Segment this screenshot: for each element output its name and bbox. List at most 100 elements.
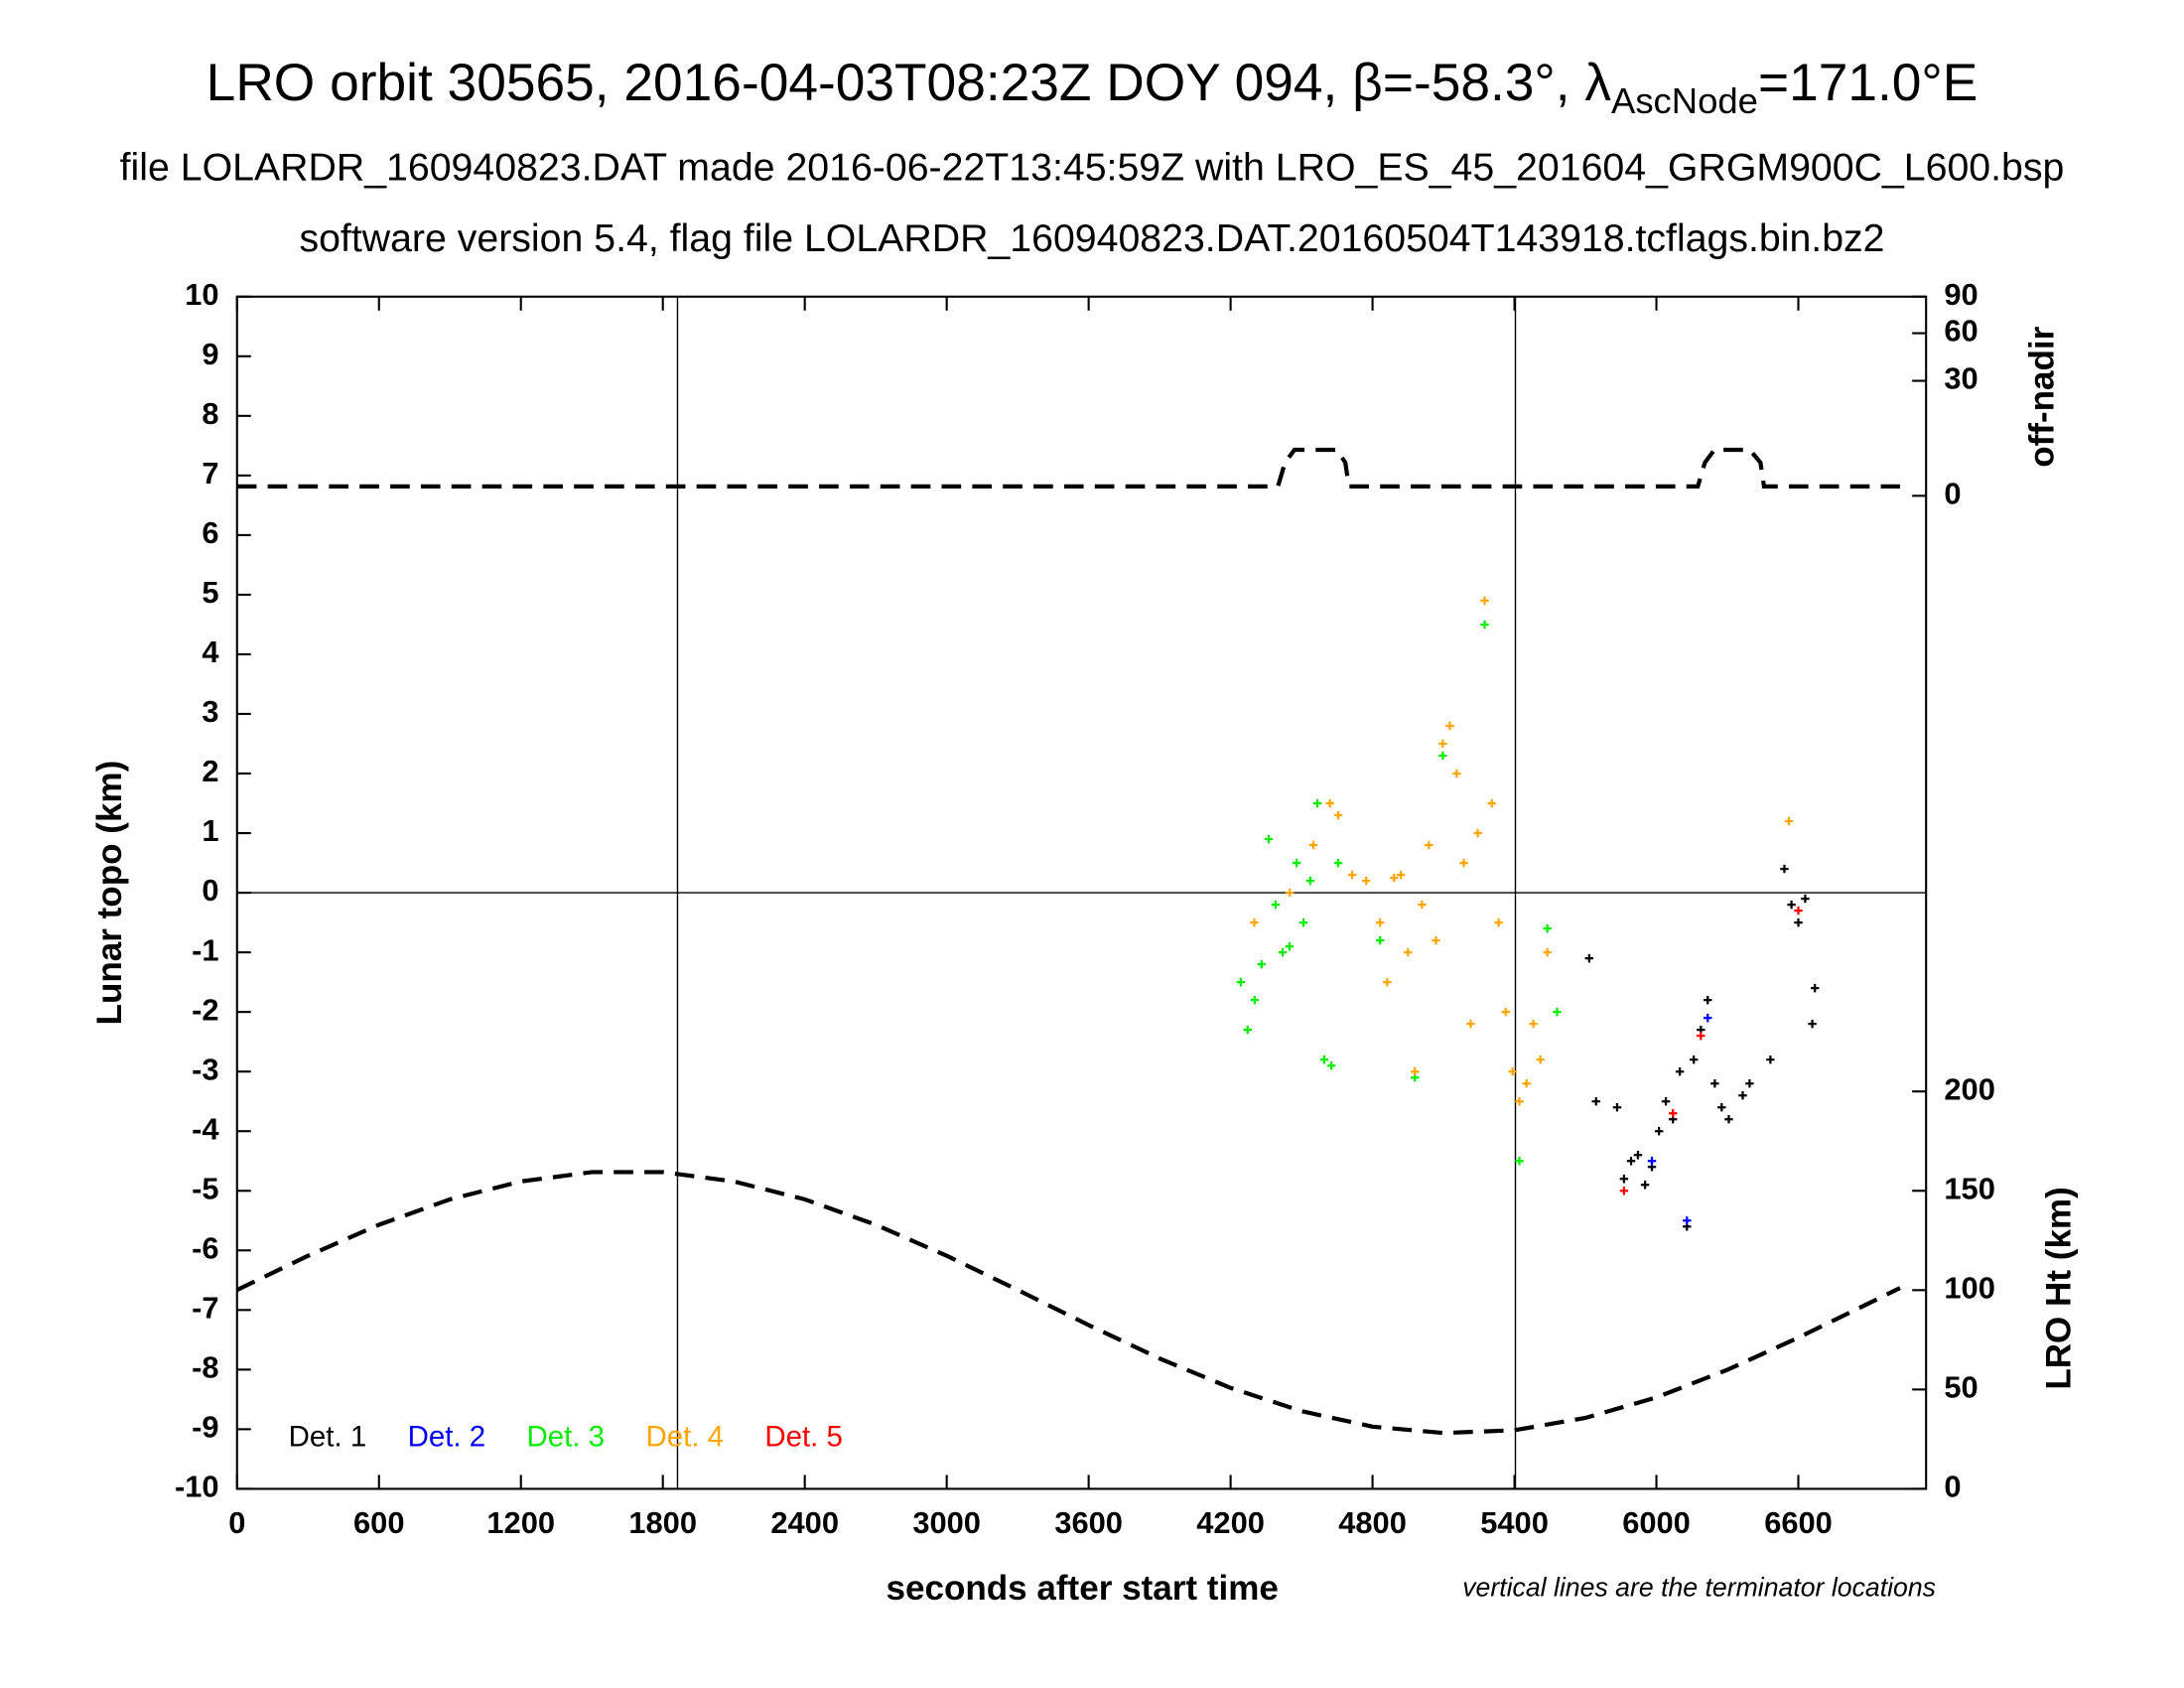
x-tick-label: 4200 (1196, 1505, 1265, 1540)
y-tick-label: -9 (192, 1410, 218, 1445)
data-point (1480, 620, 1489, 630)
y3-tick-label: 30 (1944, 361, 1978, 396)
data-point (1418, 900, 1427, 910)
y-axis-label: Lunar topo (km) (90, 761, 129, 1026)
y3-tick-label: 0 (1944, 476, 1961, 510)
data-point (1697, 1031, 1706, 1041)
y-tick-label: 1 (202, 813, 218, 848)
data-point (1390, 873, 1399, 883)
data-point (1243, 1025, 1252, 1035)
y-tick-label: -7 (192, 1290, 218, 1325)
data-point (1808, 1019, 1817, 1029)
data-point (1738, 1090, 1747, 1100)
chart-title: LRO orbit 30565, 2016-04-03T08:23Z DOY 0… (206, 54, 1979, 120)
x-tick-label: 5400 (1480, 1505, 1549, 1540)
y-tick-label: -5 (192, 1171, 218, 1205)
data-point (1647, 1157, 1657, 1166)
data-point (1766, 1055, 1775, 1064)
data-point (1271, 900, 1281, 910)
title-main: LRO orbit 30565, 2016-04-03T08:23Z DOY 0… (206, 54, 1612, 112)
data-point (1515, 1097, 1524, 1106)
data-point (1305, 876, 1315, 886)
data-point (1480, 596, 1489, 606)
data-point (1285, 941, 1295, 951)
data-point (1724, 1115, 1733, 1124)
data-point (1794, 917, 1803, 927)
data-point (1250, 995, 1260, 1005)
data-point (1675, 1066, 1685, 1076)
x-tick-label: 2400 (770, 1505, 839, 1540)
data-point (1515, 1157, 1524, 1166)
y-tick-label: -2 (192, 992, 218, 1027)
data-point (1543, 923, 1552, 933)
data-point (1432, 935, 1440, 945)
data-point (1704, 1013, 1712, 1023)
x-tick-label: 3600 (1054, 1505, 1123, 1540)
y-tick-label: -4 (192, 1111, 218, 1146)
data-point (1591, 1097, 1600, 1106)
data-point (1312, 798, 1322, 808)
data-point (1633, 1151, 1643, 1160)
y3-tick-label: 90 (1944, 277, 1978, 312)
data-point (1257, 959, 1267, 969)
data-point (1487, 798, 1496, 808)
y-tick-label: 8 (202, 396, 218, 431)
y-tick-label: 3 (202, 694, 218, 729)
y3-axis-label: off-nadir (2023, 326, 2062, 467)
y-tick-label: 9 (202, 337, 218, 371)
x-tick-label: 3000 (912, 1505, 981, 1540)
data-point (1710, 1078, 1719, 1088)
data-point (1292, 858, 1301, 868)
title-end: =171.0°E (1758, 54, 1978, 112)
data-point (1319, 1055, 1329, 1064)
data-point (1640, 1181, 1650, 1190)
x-tick-label: 4800 (1338, 1505, 1407, 1540)
data-point (1347, 870, 1357, 880)
data-point (1626, 1157, 1636, 1166)
y2-tick-label: 150 (1944, 1171, 1994, 1205)
data-point (1285, 888, 1295, 898)
x-axis-label: seconds after start time (886, 1569, 1278, 1608)
y2-tick-label: 200 (1944, 1071, 1994, 1106)
title-subscript: AscNode (1611, 79, 1758, 120)
y-tick-label: 0 (202, 873, 218, 908)
data-point (1308, 840, 1318, 850)
data-point (1745, 1078, 1754, 1088)
data-point (1445, 721, 1454, 731)
data-point (1361, 876, 1371, 886)
data-point (1784, 816, 1794, 826)
data-point (1452, 769, 1461, 778)
data-point (1612, 1103, 1622, 1112)
y2-tick-label: 0 (1944, 1470, 1961, 1504)
y-tick-label: -10 (175, 1470, 219, 1504)
data-point (1619, 1187, 1629, 1196)
x-tick-label: 1800 (628, 1505, 697, 1540)
off-nadir-line (236, 447, 1900, 489)
data-point (1801, 894, 1810, 904)
y3-tick-label: 60 (1944, 314, 1978, 349)
data-point (1333, 810, 1343, 820)
y2-tick-label: 100 (1944, 1270, 1994, 1305)
y-tick-label: 5 (202, 575, 218, 610)
legend-entry: Det. 4 (645, 1421, 724, 1454)
y-tick-label: 10 (185, 277, 218, 312)
data-point (1298, 917, 1308, 927)
data-point (1529, 1019, 1538, 1029)
subtitle: file LOLARDR_160940823.DAT made 2016-06-… (120, 145, 2065, 189)
data-point (1584, 953, 1594, 963)
y2-axis-label: LRO Ht (km) (2040, 1187, 2079, 1389)
data-point (1494, 917, 1503, 927)
x-tick-label: 600 (353, 1505, 404, 1540)
data-point (1236, 977, 1246, 987)
data-point (1704, 995, 1712, 1005)
data-point (1536, 1055, 1545, 1064)
data-point (1619, 1175, 1629, 1184)
data-point (1404, 947, 1413, 957)
data-point (1661, 1097, 1671, 1106)
y-tick-label: 2 (202, 754, 218, 788)
x-tick-label: 6600 (1764, 1505, 1833, 1540)
data-point (1333, 858, 1343, 868)
data-point (1325, 798, 1334, 808)
data-point (1326, 1060, 1336, 1070)
